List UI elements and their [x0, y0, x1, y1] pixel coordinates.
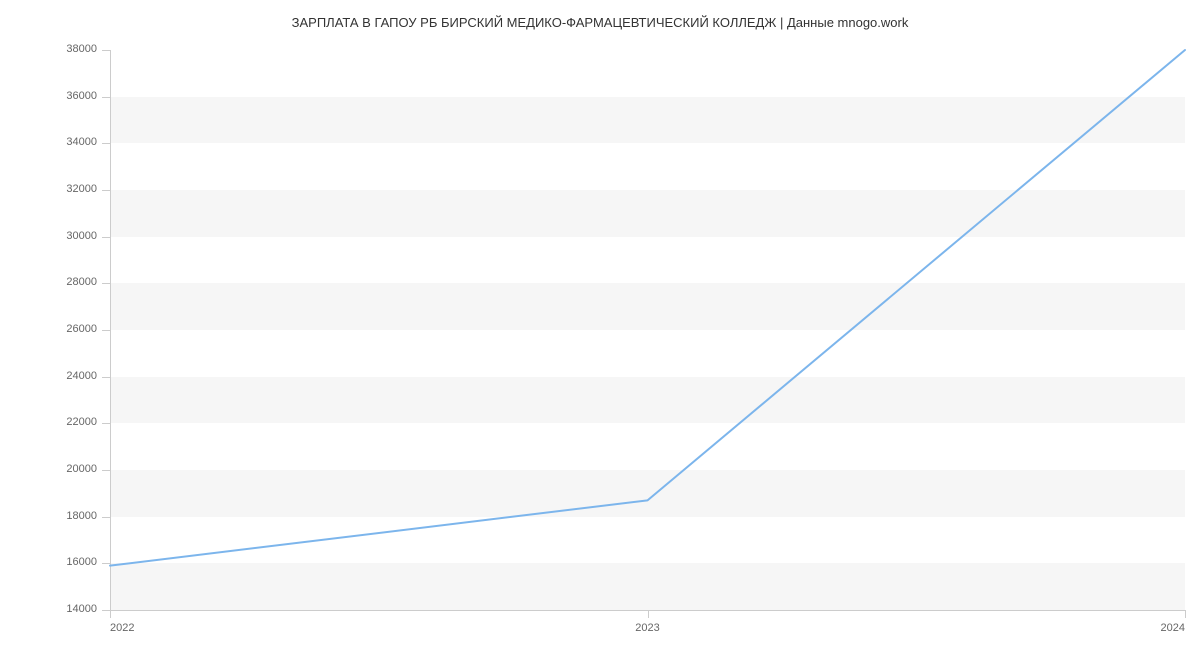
x-tick-label: 2022: [110, 622, 170, 634]
y-tick: [102, 97, 110, 98]
y-tick-label: 34000: [52, 136, 97, 148]
y-tick: [102, 517, 110, 518]
y-tick: [102, 237, 110, 238]
y-tick: [102, 330, 110, 331]
y-tick: [102, 190, 110, 191]
y-tick-label: 24000: [52, 370, 97, 382]
y-tick-label: 26000: [52, 323, 97, 335]
y-tick-label: 36000: [52, 90, 97, 102]
plot-area: 1400016000180002000022000240002600028000…: [110, 50, 1185, 610]
y-tick-label: 20000: [52, 463, 97, 475]
y-tick-label: 16000: [52, 556, 97, 568]
x-tick-label: 2024: [1125, 622, 1185, 634]
y-tick-label: 38000: [52, 43, 97, 55]
x-tick-label: 2023: [618, 622, 678, 634]
y-tick: [102, 563, 110, 564]
y-tick: [102, 610, 110, 611]
salary-chart: ЗАРПЛАТА В ГАПОУ РБ БИРСКИЙ МЕДИКО-ФАРМА…: [0, 0, 1200, 650]
y-tick: [102, 377, 110, 378]
line-series: [110, 50, 1185, 610]
y-tick-label: 30000: [52, 230, 97, 242]
y-tick-label: 22000: [52, 416, 97, 428]
y-tick-label: 32000: [52, 183, 97, 195]
y-tick-label: 18000: [52, 510, 97, 522]
chart-title: ЗАРПЛАТА В ГАПОУ РБ БИРСКИЙ МЕДИКО-ФАРМА…: [0, 0, 1200, 30]
y-tick: [102, 423, 110, 424]
x-tick: [648, 610, 649, 618]
y-tick-label: 28000: [52, 276, 97, 288]
y-tick: [102, 283, 110, 284]
y-tick: [102, 50, 110, 51]
y-tick: [102, 143, 110, 144]
x-tick: [110, 610, 111, 618]
y-tick-label: 14000: [52, 603, 97, 615]
y-tick: [102, 470, 110, 471]
x-tick: [1185, 610, 1186, 618]
